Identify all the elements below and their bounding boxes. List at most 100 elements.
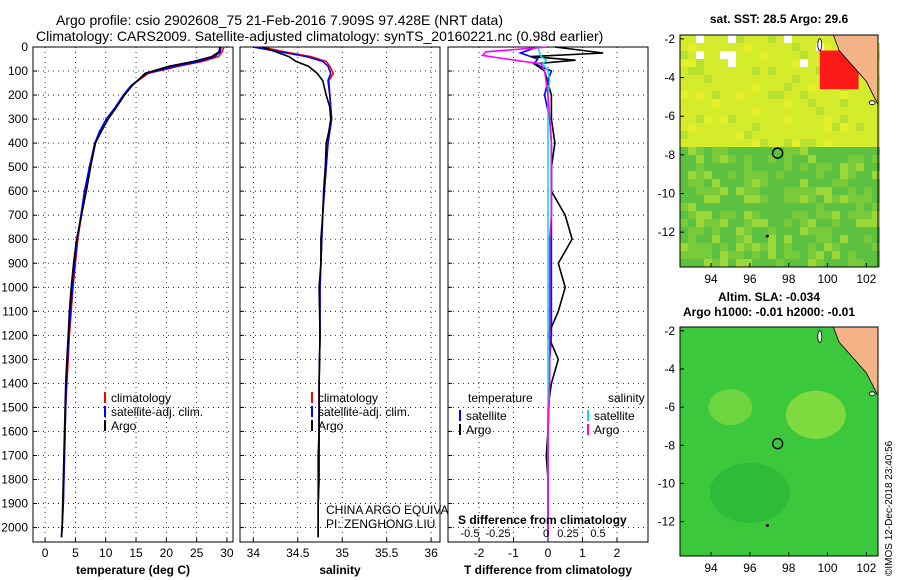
series-argo-line xyxy=(261,46,332,538)
map-cell xyxy=(832,147,840,155)
map-cell xyxy=(752,59,760,67)
map-cell xyxy=(816,251,824,259)
map-lat-label: -12 xyxy=(658,225,676,239)
map-cell xyxy=(824,219,832,227)
map-cell xyxy=(736,51,744,59)
map-cell xyxy=(776,171,784,179)
depth-tick-label: 1000 xyxy=(1,280,28,294)
map-cell xyxy=(704,227,712,235)
map-cell xyxy=(744,35,752,43)
map-cell xyxy=(712,139,720,147)
map-cell xyxy=(720,227,728,235)
map-cell xyxy=(832,219,840,227)
map-cell xyxy=(776,67,784,75)
map-cell xyxy=(856,115,864,123)
map-cell xyxy=(824,187,832,195)
map-cell xyxy=(744,211,752,219)
map-cell xyxy=(752,179,760,187)
map-cell xyxy=(704,179,712,187)
map-cell xyxy=(864,123,872,131)
map-cell xyxy=(696,147,704,155)
map-cell xyxy=(744,99,752,107)
map-cell xyxy=(736,115,744,123)
map-cell xyxy=(856,187,864,195)
map-cell xyxy=(800,179,808,187)
map-cell xyxy=(816,235,824,243)
map-cell xyxy=(776,131,784,139)
x-tick-label: 30 xyxy=(220,546,234,560)
map-cell xyxy=(712,51,720,59)
map-cell xyxy=(728,59,736,67)
map-cell xyxy=(744,171,752,179)
map-cell xyxy=(704,171,712,179)
map-cell xyxy=(816,203,824,211)
map-lon-label: 100 xyxy=(818,272,838,286)
map-cell xyxy=(800,139,808,147)
map-cell xyxy=(824,163,832,171)
map-cell xyxy=(728,83,736,91)
secondary-x-tick-label: 0 xyxy=(543,528,549,540)
map-lon-label: 102 xyxy=(856,272,876,286)
map-cell xyxy=(728,91,736,99)
map-cell xyxy=(800,187,808,195)
map-cell xyxy=(784,227,792,235)
depth-tick-label: 1700 xyxy=(1,448,28,462)
map-cell xyxy=(752,35,760,43)
island-siberut xyxy=(817,38,823,52)
map-lat-label: -10 xyxy=(658,476,676,490)
map-cell xyxy=(760,211,768,219)
map-lat-label: -4 xyxy=(664,71,675,85)
map-cell xyxy=(784,107,792,115)
secondary-axis-label: S difference from climatology xyxy=(458,513,627,527)
map-lon-label: 94 xyxy=(704,272,718,286)
map-cell xyxy=(848,195,856,203)
map-cell xyxy=(680,107,688,115)
map-cell xyxy=(784,235,792,243)
map-cell xyxy=(696,195,704,203)
map-cell xyxy=(688,139,696,147)
map-cell xyxy=(864,235,872,243)
map-cell xyxy=(752,235,760,243)
map-cell xyxy=(720,99,728,107)
map-background xyxy=(680,327,878,556)
map-cell xyxy=(840,107,848,115)
map-cell xyxy=(768,67,776,75)
map-cell xyxy=(728,219,736,227)
map-cell xyxy=(800,115,808,123)
map-cell xyxy=(736,259,744,267)
map-cell xyxy=(776,51,784,59)
map-cell xyxy=(680,123,688,131)
map-cell xyxy=(800,107,808,115)
depth-tick-label: 100 xyxy=(8,64,28,78)
map-cell xyxy=(792,235,800,243)
map-cell xyxy=(712,83,720,91)
map-cell xyxy=(872,99,880,107)
map-subtitle-sla: Argo h1000: -0.01 h2000: -0.01 xyxy=(683,305,855,319)
map-cell xyxy=(784,51,792,59)
map-cell xyxy=(824,91,832,99)
map-lat-label: -6 xyxy=(664,400,675,414)
depth-tick-label: 0 xyxy=(21,40,28,54)
map-cell xyxy=(848,99,856,107)
map-cell xyxy=(760,75,768,83)
map-cell xyxy=(744,179,752,187)
map-cell xyxy=(728,35,736,43)
map-cell xyxy=(848,139,856,147)
map-cell xyxy=(744,259,752,267)
map-cell xyxy=(824,115,832,123)
map-cell xyxy=(864,107,872,115)
map-cell xyxy=(728,147,736,155)
map-cell xyxy=(752,243,760,251)
map-cell xyxy=(712,35,720,43)
map-cell xyxy=(832,131,840,139)
map-cell xyxy=(736,251,744,259)
map-cell xyxy=(776,251,784,259)
map-cell xyxy=(840,195,848,203)
map-cell xyxy=(720,83,728,91)
map-cell xyxy=(808,75,816,83)
map-cell xyxy=(680,251,688,259)
map-cell xyxy=(872,219,880,227)
map-cell xyxy=(776,107,784,115)
map-cell xyxy=(840,243,848,251)
map-cell xyxy=(784,131,792,139)
